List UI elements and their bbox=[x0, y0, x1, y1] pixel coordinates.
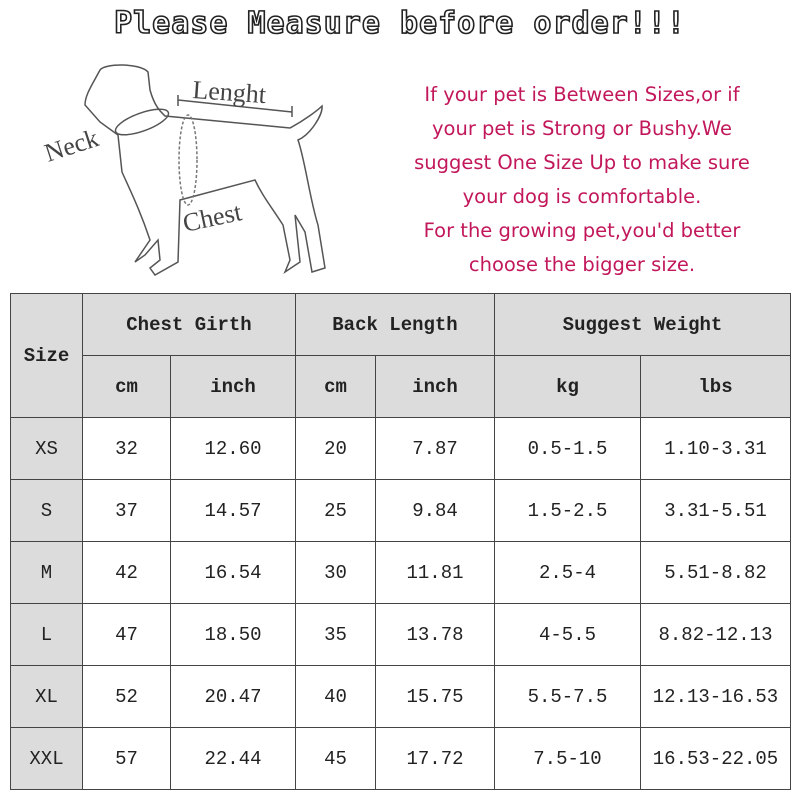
advice-line: your pet is Strong or Bushy.We bbox=[431, 117, 732, 140]
table-row: M 42 16.54 30 11.81 2.5-4 5.51-8.82 bbox=[10, 541, 791, 604]
value-cell: 2.5-4 bbox=[494, 541, 641, 604]
table-row: XS 32 12.60 20 7.87 0.5-1.5 1.10-3.31 bbox=[10, 417, 791, 480]
size-header: Size bbox=[10, 293, 83, 418]
length-marker bbox=[177, 95, 293, 117]
value-cell: 45 bbox=[295, 727, 376, 790]
value-cell: 20 bbox=[295, 417, 376, 480]
unit-header: lbs bbox=[640, 355, 791, 418]
dog-outline-icon bbox=[84, 64, 326, 276]
chest-loop bbox=[178, 114, 198, 206]
table-row: L 47 18.50 35 13.78 4-5.5 8.82-12.13 bbox=[10, 603, 791, 666]
value-cell: 0.5-1.5 bbox=[494, 417, 641, 480]
advice-line: choose the bigger size. bbox=[468, 253, 696, 276]
unit-header: cm bbox=[295, 355, 376, 418]
value-cell: 22.44 bbox=[170, 727, 296, 790]
value-cell: 17.72 bbox=[375, 727, 495, 790]
value-cell: 30 bbox=[295, 541, 376, 604]
value-cell: 18.50 bbox=[170, 603, 296, 666]
chest-girth-header: Chest Girth bbox=[82, 293, 296, 356]
value-cell: 12.13-16.53 bbox=[640, 665, 791, 728]
length-label: Lenght bbox=[192, 75, 268, 109]
size-cell: L bbox=[10, 603, 83, 666]
value-cell: 32 bbox=[82, 417, 171, 480]
chest-label: Chest bbox=[180, 197, 245, 238]
neck-label: Neck bbox=[41, 123, 102, 168]
value-cell: 52 bbox=[82, 665, 171, 728]
unit-header: cm bbox=[82, 355, 171, 418]
value-cell: 5.5-7.5 bbox=[494, 665, 641, 728]
size-cell: M bbox=[10, 541, 83, 604]
advice-line: For the growing pet,you'd better bbox=[423, 219, 741, 242]
value-cell: 1.5-2.5 bbox=[494, 479, 641, 542]
sizing-advice: If your pet is Between Sizes,or if your … bbox=[398, 78, 766, 282]
neck-loop bbox=[114, 108, 170, 136]
size-cell: XL bbox=[10, 665, 83, 728]
unit-header: kg bbox=[494, 355, 641, 418]
value-cell: 4-5.5 bbox=[494, 603, 641, 666]
unit-header: inch bbox=[375, 355, 495, 418]
value-cell: 40 bbox=[295, 665, 376, 728]
advice-line: suggest One Size Up to make sure bbox=[414, 151, 750, 174]
value-cell: 25 bbox=[295, 479, 376, 542]
advice-line: If your pet is Between Sizes,or if bbox=[424, 83, 740, 106]
value-cell: 13.78 bbox=[375, 603, 495, 666]
value-cell: 47 bbox=[82, 603, 171, 666]
value-cell: 8.82-12.13 bbox=[640, 603, 791, 666]
value-cell: 16.54 bbox=[170, 541, 296, 604]
table-row: S 37 14.57 25 9.84 1.5-2.5 3.31-5.51 bbox=[10, 479, 791, 542]
size-cell: XS bbox=[10, 417, 83, 480]
size-cell: XXL bbox=[10, 727, 83, 790]
value-cell: 7.87 bbox=[375, 417, 495, 480]
value-cell: 15.75 bbox=[375, 665, 495, 728]
size-chart-table: Size Chest Girth Back Length Suggest Wei… bbox=[10, 293, 791, 790]
value-cell: 9.84 bbox=[375, 479, 495, 542]
value-cell: 16.53-22.05 bbox=[640, 727, 791, 790]
value-cell: 7.5-10 bbox=[494, 727, 641, 790]
value-cell: 3.31-5.51 bbox=[640, 479, 791, 542]
dog-measurement-diagram: Lenght Neck Chest bbox=[41, 64, 326, 276]
value-cell: 1.10-3.31 bbox=[640, 417, 791, 480]
value-cell: 57 bbox=[82, 727, 171, 790]
size-cell: S bbox=[10, 479, 83, 542]
value-cell: 5.51-8.82 bbox=[640, 541, 791, 604]
value-cell: 12.60 bbox=[170, 417, 296, 480]
value-cell: 11.81 bbox=[375, 541, 495, 604]
value-cell: 42 bbox=[82, 541, 171, 604]
value-cell: 20.47 bbox=[170, 665, 296, 728]
table-row: XXL 57 22.44 45 17.72 7.5-10 16.53-22.05 bbox=[10, 727, 791, 790]
value-cell: 14.57 bbox=[170, 479, 296, 542]
suggest-weight-header: Suggest Weight bbox=[494, 293, 791, 356]
page-title: Please Measure before order!!! bbox=[113, 5, 686, 42]
table-row: XL 52 20.47 40 15.75 5.5-7.5 12.13-16.53 bbox=[10, 665, 791, 728]
value-cell: 37 bbox=[82, 479, 171, 542]
value-cell: 35 bbox=[295, 603, 376, 666]
advice-line: your dog is comfortable. bbox=[462, 185, 702, 208]
unit-header: inch bbox=[170, 355, 296, 418]
back-length-header: Back Length bbox=[295, 293, 495, 356]
